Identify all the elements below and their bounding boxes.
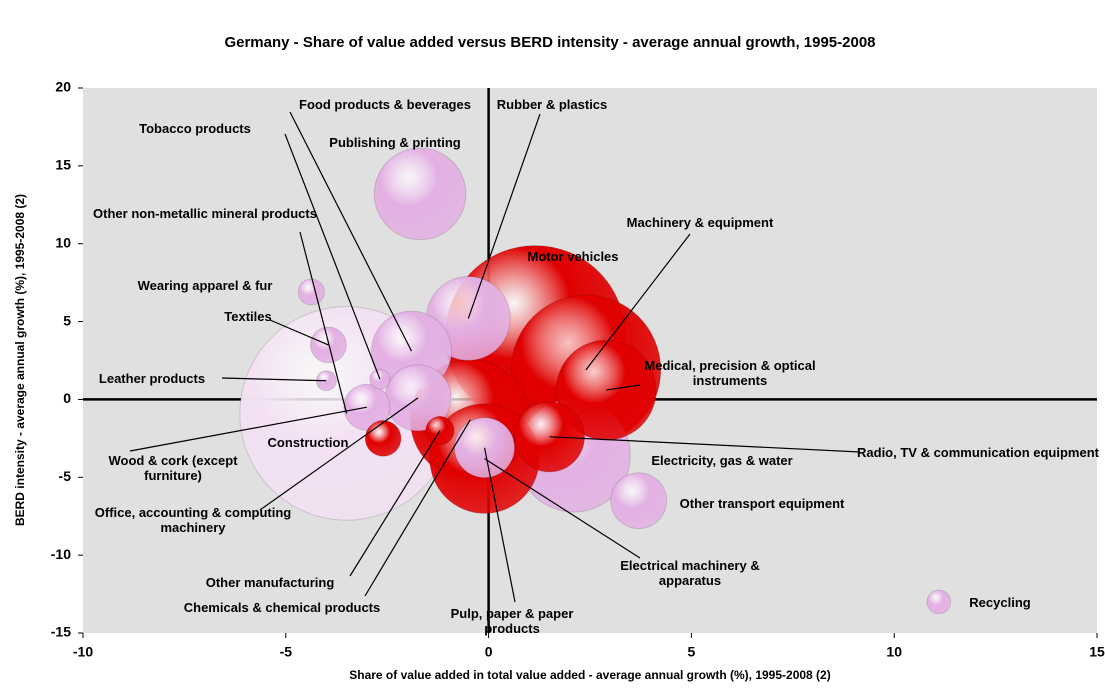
leader-line <box>606 384 641 391</box>
leader-line <box>259 397 419 511</box>
bubble-label: Pulp, paper & paper products <box>450 606 574 636</box>
leader-line <box>289 111 413 352</box>
bubble-label: Food products & beverages <box>299 97 471 112</box>
bubble-label: Recycling <box>969 595 1031 610</box>
leader-line <box>284 133 381 380</box>
bubble-label: Machinery & equipment <box>626 215 774 230</box>
leader-line <box>269 319 329 346</box>
leader-line <box>585 233 691 371</box>
bubble <box>297 278 325 306</box>
bubble-label: Rubber & plastics <box>496 97 608 112</box>
y-tick-label: 15 <box>55 157 71 173</box>
bubble-label: Wearing apparel & fur <box>137 278 273 293</box>
y-axis-title: BERD intensity - average annual growth (… <box>13 193 27 527</box>
bubble-label: Publishing & printing <box>329 135 461 150</box>
y-tick-label: 0 <box>63 390 71 406</box>
x-tick-label: 0 <box>485 644 493 660</box>
bubble <box>610 472 668 530</box>
bubble-label: Construction <box>267 435 349 450</box>
leader-line <box>299 231 348 414</box>
x-tick-label: 5 <box>688 644 696 660</box>
y-tick-label: 20 <box>55 79 71 95</box>
x-tick-label: -5 <box>280 644 293 660</box>
x-tick-label: 15 <box>1089 644 1105 660</box>
bubble-label: Tobacco products <box>139 121 251 136</box>
bubble-label: Other transport equipment <box>679 496 845 511</box>
chart-title: Germany - Share of value added versus BE… <box>224 34 876 51</box>
y-tick-label: -10 <box>51 546 71 562</box>
bubble-label: Leather products <box>98 371 206 386</box>
bubble-label: Motor vehicles <box>527 249 619 264</box>
bubble-label: Electricity, gas & water <box>651 453 793 468</box>
bubble-label: Medical, precision & optical instruments <box>644 358 816 388</box>
x-axis-title: Share of value added in total value adde… <box>349 668 831 682</box>
bubble-label: Other manufacturing <box>205 575 335 590</box>
leader-line <box>467 113 541 319</box>
leader-line <box>364 419 471 597</box>
y-tick-label: 10 <box>55 234 71 250</box>
bubble-label: Electrical machinery & apparatus <box>620 558 760 588</box>
y-tick-label: -5 <box>59 468 72 484</box>
leader-line <box>129 406 368 452</box>
y-tick-label: -15 <box>51 624 71 640</box>
bubble <box>373 147 467 241</box>
leader-line <box>349 430 441 577</box>
bubble <box>926 589 952 615</box>
leader-line <box>221 377 327 382</box>
x-tick-label: 10 <box>886 644 902 660</box>
leader-line <box>549 436 861 453</box>
bubble-label: Office, accounting & computing machinery <box>94 505 292 535</box>
bubble-label: Radio, TV & communication equipment <box>857 445 1099 460</box>
bubble <box>364 419 402 457</box>
bubble-label: Chemicals & chemical products <box>183 600 381 615</box>
x-tick-label: -10 <box>73 644 93 660</box>
bubble-label: Other non-metallic mineral products <box>93 206 317 221</box>
bubble-label: Textiles <box>224 309 272 324</box>
leader-line <box>484 458 641 559</box>
bubble-label: Wood & cork (except furniture) <box>108 453 238 483</box>
y-tick-label: 5 <box>63 312 71 328</box>
leader-line <box>483 447 516 603</box>
